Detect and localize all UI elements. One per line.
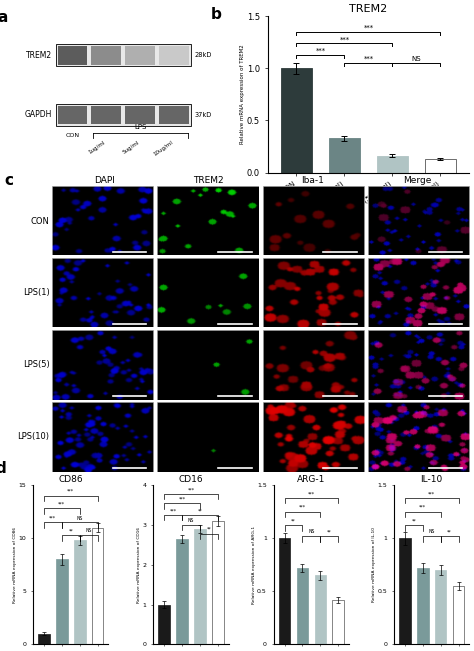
Bar [453, 586, 465, 644]
Text: 5ug/ml: 5ug/ml [121, 140, 140, 155]
Text: Merge: Merge [403, 176, 431, 185]
Bar [91, 46, 121, 64]
Title: ARG-1: ARG-1 [297, 475, 326, 484]
Text: ***: *** [299, 505, 306, 510]
Text: TREM2: TREM2 [193, 176, 224, 185]
Text: **: ** [68, 529, 73, 533]
Text: ***: *** [428, 491, 435, 496]
Text: d: d [0, 461, 6, 476]
Text: TREM2: TREM2 [26, 51, 52, 60]
Title: IL-10: IL-10 [420, 475, 443, 484]
Text: **: ** [207, 527, 211, 532]
Bar [329, 138, 360, 173]
Title: CD86: CD86 [58, 475, 83, 484]
Text: ***: *** [364, 25, 374, 31]
Text: ***: *** [419, 505, 426, 510]
Bar [425, 159, 456, 173]
Bar [92, 527, 103, 644]
Text: ***: *** [179, 496, 186, 501]
Bar [38, 634, 50, 644]
Bar [74, 540, 85, 644]
Bar [435, 570, 447, 644]
Text: LPS: LPS [134, 124, 146, 130]
Bar [212, 521, 224, 644]
Bar [125, 105, 155, 124]
Bar [56, 104, 191, 126]
Text: CON: CON [66, 133, 80, 139]
Bar [57, 105, 87, 124]
Bar [158, 605, 170, 644]
Text: **: ** [447, 529, 452, 534]
Y-axis label: Relative mRNA expression of CD86: Relative mRNA expression of CD86 [13, 527, 17, 603]
Bar [56, 104, 191, 126]
Bar [125, 46, 155, 64]
Y-axis label: Relative mRNA expression of TREM2: Relative mRNA expression of TREM2 [240, 44, 246, 145]
Text: DAPI: DAPI [94, 176, 115, 185]
Title: CD16: CD16 [179, 475, 203, 484]
Bar [332, 600, 344, 644]
Bar [297, 568, 308, 644]
Text: NS: NS [76, 516, 83, 521]
Text: ***: *** [58, 502, 65, 506]
Text: ***: *** [308, 491, 315, 496]
Text: NS: NS [308, 529, 315, 534]
Text: ***: *** [315, 48, 326, 54]
Bar [281, 68, 312, 173]
Bar [315, 575, 326, 644]
Bar [57, 46, 87, 64]
Bar [417, 568, 428, 644]
Text: c: c [5, 173, 14, 187]
Text: 10ug/ml: 10ug/ml [153, 140, 174, 157]
Bar [56, 559, 68, 644]
Text: a: a [0, 10, 8, 25]
Bar [159, 46, 189, 64]
Text: NS: NS [188, 518, 194, 523]
Text: 28kD: 28kD [195, 52, 212, 59]
Text: NS: NS [85, 529, 92, 533]
Text: NS: NS [411, 56, 421, 62]
Y-axis label: Relative mRNA expression of CD16: Relative mRNA expression of CD16 [137, 527, 141, 603]
Bar [56, 44, 191, 66]
Text: **: ** [291, 519, 296, 524]
Text: ***: *** [339, 36, 349, 42]
Bar [91, 105, 121, 124]
Text: 37kD: 37kD [195, 112, 212, 118]
Text: Iba-1: Iba-1 [301, 176, 324, 185]
Bar [194, 529, 206, 644]
Text: LPS(10): LPS(10) [18, 432, 49, 441]
Text: ***: *** [170, 508, 177, 513]
Text: **: ** [327, 529, 332, 534]
Bar [399, 538, 410, 644]
Text: LPS(1): LPS(1) [23, 288, 49, 298]
Text: ***: *** [188, 487, 195, 492]
Bar [159, 105, 189, 124]
Text: ***: *** [364, 56, 374, 62]
Bar [56, 44, 191, 66]
Bar [377, 156, 408, 173]
Y-axis label: Relative mRNA expression of IL-10: Relative mRNA expression of IL-10 [372, 527, 376, 602]
Bar [279, 538, 291, 644]
Text: GAPDH: GAPDH [25, 110, 52, 119]
Text: LPS(5): LPS(5) [23, 360, 49, 369]
Text: CON: CON [31, 217, 49, 226]
Text: **: ** [198, 508, 202, 513]
Bar [176, 539, 188, 644]
Text: b: b [211, 7, 222, 22]
Title: TREM2: TREM2 [349, 4, 388, 14]
Y-axis label: Relative mRNA expression of ARG-1: Relative mRNA expression of ARG-1 [252, 525, 255, 604]
Text: NS: NS [428, 529, 435, 534]
Text: ***: *** [67, 489, 74, 494]
Text: **: ** [411, 519, 416, 524]
Text: ***: *** [49, 516, 56, 521]
Text: 1ug/ml: 1ug/ml [88, 140, 107, 155]
